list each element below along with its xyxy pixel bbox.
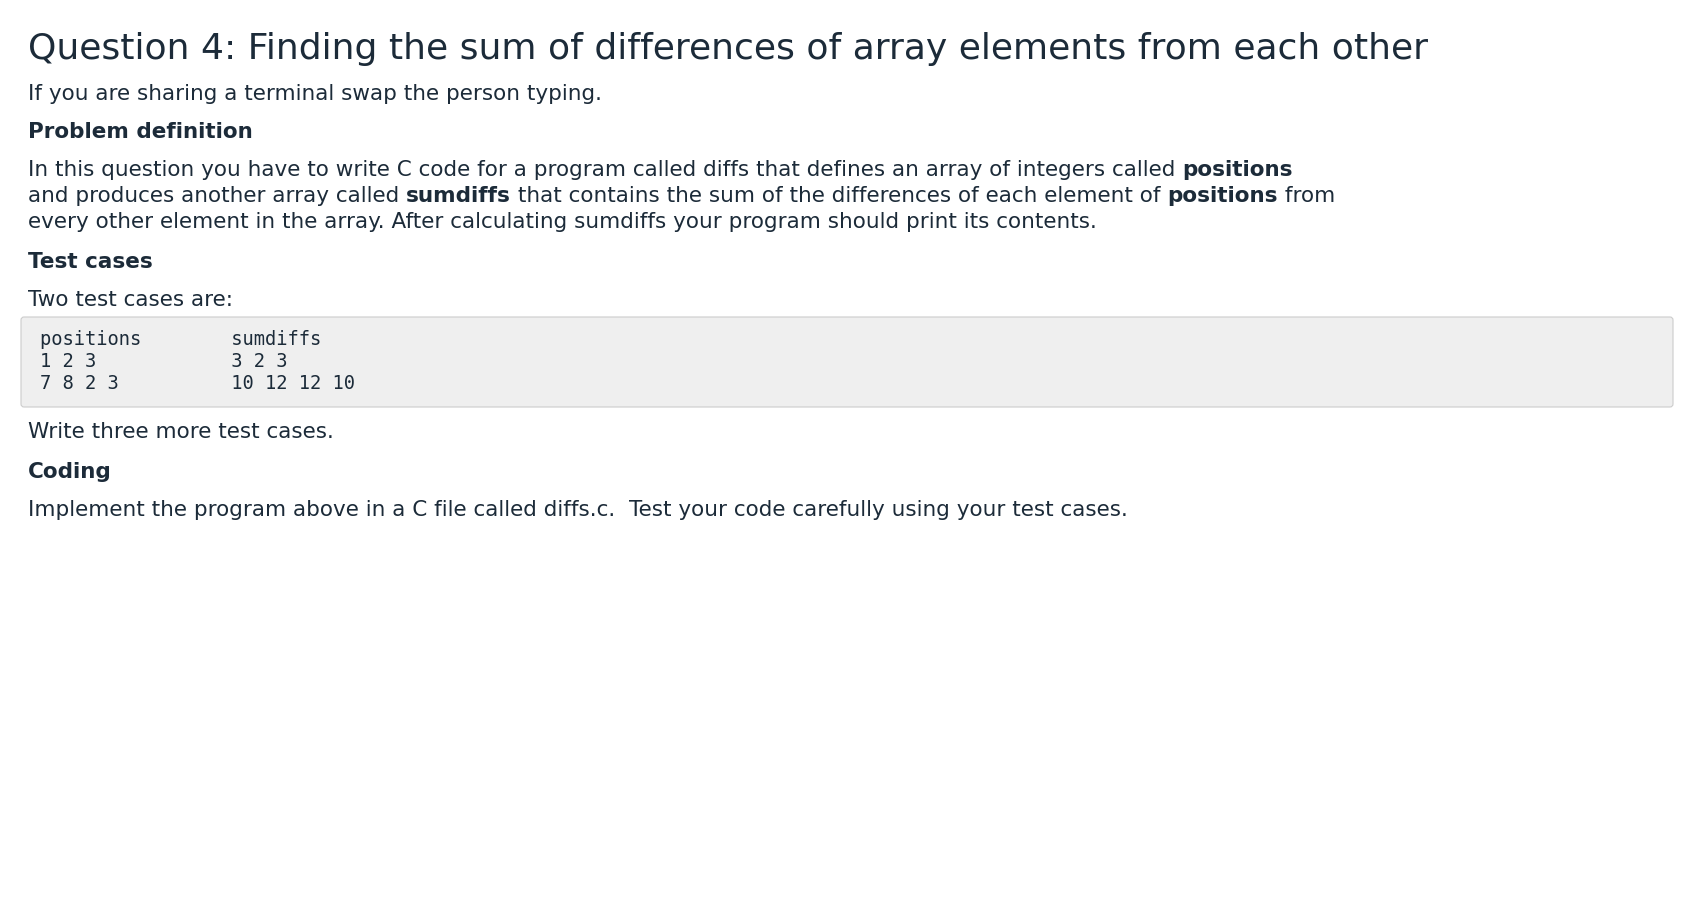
Text: Problem definition: Problem definition [29, 122, 253, 142]
Text: Xg: Xg [29, 160, 56, 180]
Text: Write three more test cases.: Write three more test cases. [29, 422, 334, 442]
Text: sumdiffs: sumdiffs [406, 186, 511, 206]
Text: that contains the sum of the differences of each element of: that contains the sum of the differences… [511, 186, 1167, 206]
Text: Coding: Coding [29, 462, 111, 482]
Text: Question 4: Finding the sum of differences of array elements from each other: Question 4: Finding the sum of differenc… [29, 32, 1428, 66]
Text: In this question you have to write C code for a program called diffs that define: In this question you have to write C cod… [29, 160, 1182, 180]
Text: 1 2 3            3 2 3: 1 2 3 3 2 3 [40, 352, 288, 371]
Text: positions: positions [1167, 186, 1278, 206]
FancyBboxPatch shape [20, 317, 1673, 407]
Text: from: from [1278, 186, 1335, 206]
Text: Two test cases are:: Two test cases are: [29, 290, 233, 310]
Text: 7 8 2 3          10 12 12 10: 7 8 2 3 10 12 12 10 [40, 374, 356, 393]
Text: and produces another array called: and produces another array called [29, 186, 406, 206]
Text: positions: positions [1182, 160, 1293, 180]
Text: Implement the program above in a C file called diffs.c.  Test your code carefull: Implement the program above in a C file … [29, 500, 1128, 520]
Text: Test cases: Test cases [29, 252, 153, 272]
Text: Xg: Xg [29, 186, 56, 206]
Text: If you are sharing a terminal swap the person typing.: If you are sharing a terminal swap the p… [29, 84, 602, 104]
Text: every other element in the array. After calculating sumdiffs your program should: every other element in the array. After … [29, 212, 1098, 232]
Text: positions        sumdiffs: positions sumdiffs [40, 330, 322, 349]
